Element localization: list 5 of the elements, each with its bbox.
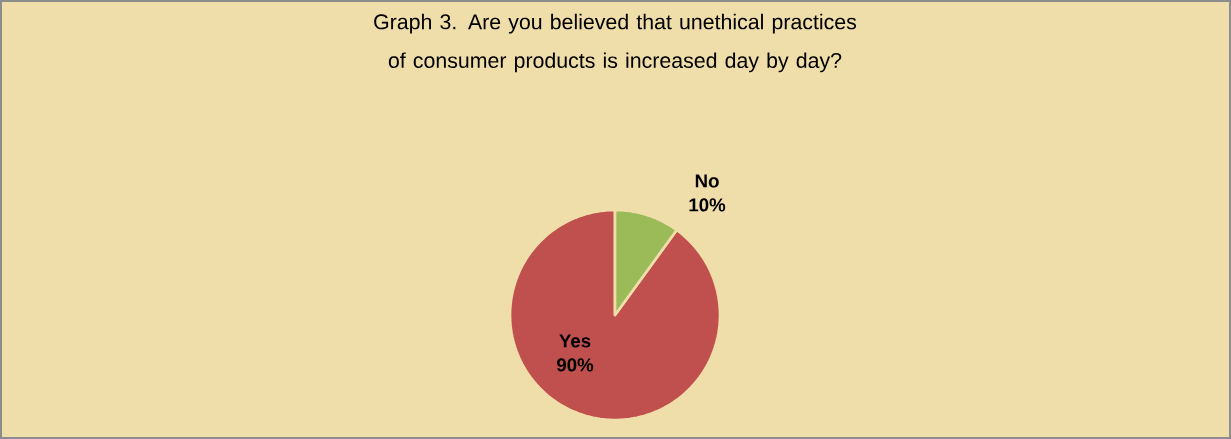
data-label: 90% [556,358,594,372]
chart-title: Graph 3. Are you believed that unethical practices of consumer products is increased day by day? [374,13,857,73]
slice-label: No [695,174,719,188]
data-label: 10% [689,198,726,212]
slice-label: Yes [559,334,591,348]
